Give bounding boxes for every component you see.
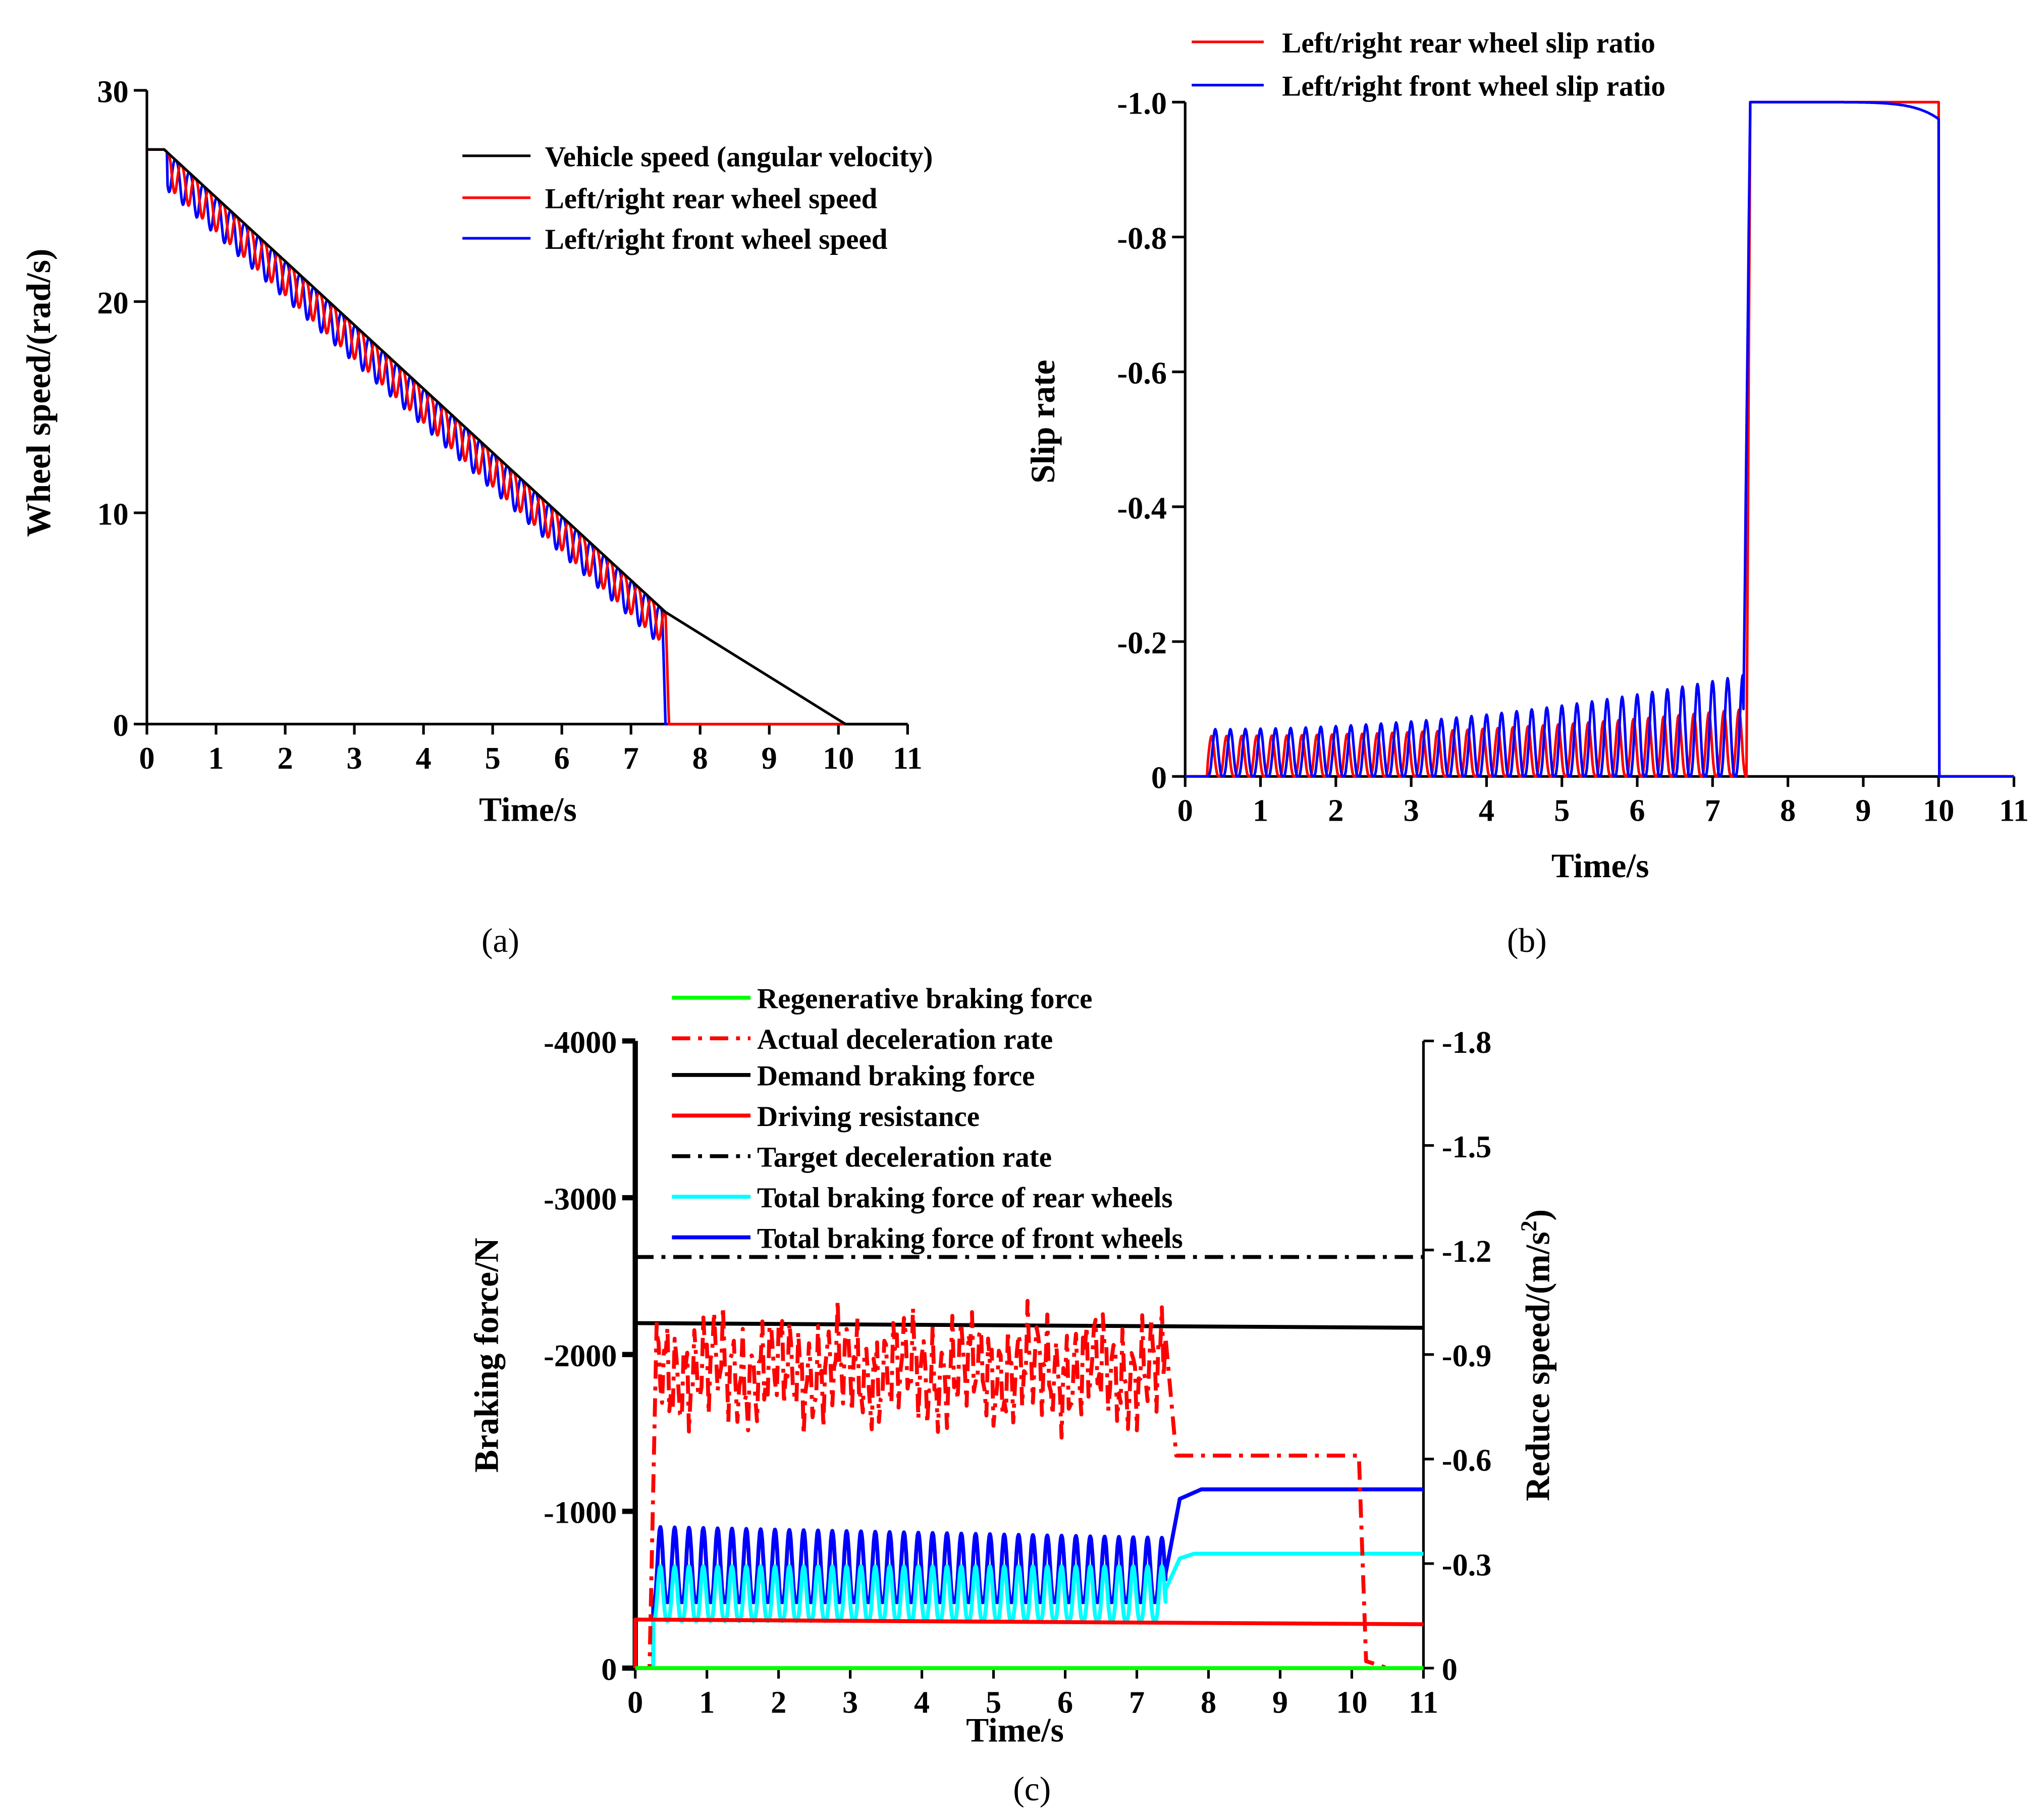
x-axis-title: Time/s	[479, 791, 577, 829]
panel-c-braking-force: 0 1 2 3 4 5 6 7 8 9 10 110-1000-2000-3000-40000-0.3…	[467, 983, 1556, 1808]
x-tick-label: 9	[1272, 1685, 1288, 1720]
legend-label: Total braking force of rear wheels	[757, 1182, 1173, 1214]
y-tick-label: -1000	[544, 1496, 617, 1530]
right-y-axis-title-main: Reduce speed/(m/s	[1519, 1232, 1556, 1501]
y-tick-label: -4000	[544, 1026, 617, 1060]
x-tick-label: 1	[208, 741, 224, 776]
series-line-rear-slip	[1185, 100, 2015, 778]
y-axis-title: Braking force/N	[467, 1238, 505, 1472]
right-y-tick-label: -0.3	[1442, 1548, 1492, 1582]
x-axis-title: Time/s	[966, 1711, 1064, 1749]
x-tick-label: 7	[623, 741, 639, 776]
x-tick-label: 2	[278, 741, 293, 776]
y-tick-label: -0.6	[1117, 356, 1167, 391]
x-tick-label: 0	[139, 741, 154, 776]
y-tick-label: 30	[97, 75, 128, 109]
x-tick-label: 2	[771, 1685, 786, 1720]
legend-label: Actual deceleration rate	[757, 1024, 1053, 1055]
panel-label: (b)	[1507, 922, 1547, 959]
panel-a-wheel-speed: 0 1 2 3 4 5 6 7 8 9 10 11 0 10 20 30 Time/s Wheel speed/(…	[20, 75, 933, 959]
legend-label: Left/right rear wheel slip ratio	[1282, 27, 1655, 59]
x-tick-label: 8	[692, 741, 708, 776]
right-y-tick-label: -1.2	[1442, 1235, 1492, 1269]
legend-label: Left/right front wheel slip ratio	[1282, 70, 1665, 102]
legend-label: Demand braking force	[757, 1060, 1035, 1092]
y-tick-label: -0.4	[1117, 491, 1167, 525]
x-tick-label: 0	[1177, 794, 1193, 828]
y-tick-label: 10	[97, 497, 128, 531]
right-y-axis-title-end: )	[1519, 1209, 1556, 1220]
x-tick-label: 4	[416, 741, 432, 776]
legend-label: Vehicle speed (angular velocity)	[545, 141, 933, 173]
x-tick-label: 5	[485, 741, 501, 776]
x-tick-label: 11	[1999, 794, 2029, 828]
x-tick-label: 6	[554, 741, 570, 776]
x-tick-label: 4	[1479, 794, 1494, 828]
x-tick-label: 5	[1554, 794, 1570, 828]
x-tick-label: 6	[1629, 794, 1645, 828]
x-tick-label: 3	[347, 741, 362, 776]
legend-label: Left/right front wheel speed	[545, 224, 888, 255]
x-tick-label: 9	[762, 741, 777, 776]
panel-label: (a)	[481, 922, 519, 959]
x-tick-label: 8	[1201, 1685, 1216, 1720]
x-tick-label: 10	[823, 741, 854, 776]
x-tick-label: 11	[893, 741, 923, 776]
x-tick-label: 7	[1705, 794, 1721, 828]
legend-label: Left/right rear wheel speed	[545, 183, 878, 215]
x-tick-label: 8	[1780, 794, 1796, 828]
right-y-tick-label: 0	[1442, 1652, 1458, 1687]
x-tick-label: 5	[986, 1685, 1001, 1720]
right-y-axis-title-sup: 2	[1517, 1220, 1541, 1232]
y-axis-title: Wheel speed/(rad/s)	[20, 249, 58, 537]
y-tick-label: 0	[1151, 761, 1167, 795]
x-axis-title: Time/s	[1551, 847, 1649, 885]
y-tick-label: 20	[97, 286, 128, 320]
legend-label: Driving resistance	[757, 1101, 980, 1133]
legend-label: Regenerative braking force	[757, 983, 1093, 1015]
legend-label: Target deceleration rate	[757, 1141, 1052, 1173]
y-tick-label: -0.8	[1117, 222, 1167, 256]
x-tick-label: 10	[1336, 1685, 1367, 1720]
y-tick-label: -3000	[544, 1182, 617, 1216]
y-tick-label: -2000	[544, 1339, 617, 1373]
right-y-tick-label: -1.5	[1442, 1130, 1492, 1164]
x-tick-label: 7	[1129, 1685, 1145, 1720]
y-axis-title: Slip rate	[1024, 360, 1062, 484]
series-line-vehicle-speed	[147, 148, 908, 726]
y-tick-label: -0.2	[1117, 626, 1167, 661]
legend-label: Total braking force of front wheels	[757, 1222, 1183, 1254]
y-tick-label: -1.0	[1117, 87, 1167, 121]
y-tick-label: 0	[601, 1652, 617, 1687]
series-line-actual-deceleration-rate	[635, 1298, 1388, 1670]
x-tick-label: 10	[1923, 794, 1954, 828]
right-y-tick-label: -0.9	[1442, 1339, 1492, 1373]
panel-label: (c)	[1013, 1770, 1051, 1808]
x-tick-label: 1	[1253, 794, 1268, 828]
x-tick-label: 3	[1404, 794, 1419, 828]
panel-b-slip-rate: 0 1 2 3 4 5 6 7 8 9 10 11 0 -0.2 -0.4 -0.6 -0.8 -1.0 Time/…	[1024, 27, 2029, 959]
series-line-total-braking-force-of-front-wheels	[635, 1487, 1424, 1670]
x-tick-label: 11	[1409, 1685, 1438, 1720]
x-tick-label: 4	[914, 1685, 930, 1720]
x-tick-label: 6	[1057, 1685, 1073, 1720]
right-y-tick-label: -1.8	[1442, 1026, 1492, 1060]
x-tick-label: 1	[699, 1685, 715, 1720]
right-y-axis-title: Reduce speed/(m/s2)	[1517, 1209, 1557, 1501]
x-tick-label: 3	[842, 1685, 858, 1720]
series-line-front-slip	[1185, 100, 2015, 778]
series-line-driving-resistance	[633, 1617, 1424, 1669]
right-y-tick-label: -0.6	[1442, 1443, 1492, 1478]
x-tick-label: 0	[627, 1685, 643, 1720]
x-tick-label: 9	[1855, 794, 1871, 828]
x-tick-label: 2	[1328, 794, 1343, 828]
y-tick-label: 0	[113, 709, 129, 743]
